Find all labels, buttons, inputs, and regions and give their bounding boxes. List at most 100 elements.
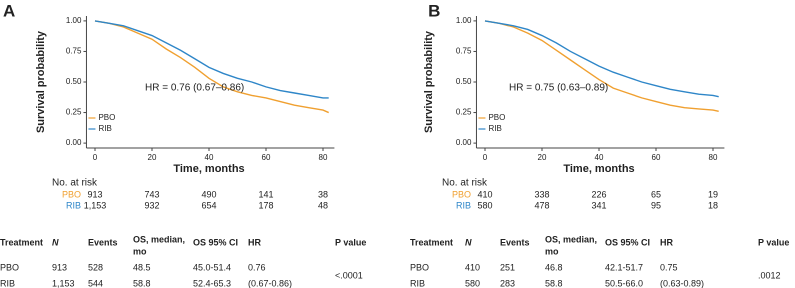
y-tick-label: 1.00 <box>66 16 82 25</box>
at-risk-count: 38 <box>318 189 328 199</box>
survival-curve <box>484 20 719 98</box>
at-risk-count: 19 <box>708 189 718 199</box>
y-tick-label: 1.00 <box>456 16 472 25</box>
y-tick-label: 0.75 <box>66 47 82 56</box>
at-risk-count: 95 <box>651 200 661 210</box>
table-cell: 0.76 <box>248 262 266 272</box>
at-risk-count: 932 <box>144 200 159 210</box>
panel-label: A <box>3 1 15 20</box>
at-risk-count: 338 <box>534 189 549 199</box>
y-tick-label: 0.75 <box>456 47 472 56</box>
at-risk-count: 478 <box>534 200 549 210</box>
legend-label: PBO <box>488 113 505 122</box>
at-risk-count: 490 <box>201 189 216 199</box>
table-cell: 46.8 <box>545 262 563 272</box>
x-tick-label: 60 <box>262 153 271 162</box>
at-risk-count: 743 <box>144 189 159 199</box>
table-cell: 45.0-51.4 <box>193 262 231 272</box>
x-tick-label: 80 <box>709 153 718 162</box>
survival-curve <box>94 20 329 99</box>
at-risk-title: No. at risk <box>52 178 98 189</box>
table-header: P value <box>758 237 789 247</box>
y-axis-title: Survival probability <box>35 30 47 133</box>
y-tick-label: 0.00 <box>456 138 472 147</box>
table-cell: 42.1-51.7 <box>605 262 643 272</box>
table-cell: 52.4-65.3 <box>193 278 231 288</box>
table-cell: 410 <box>465 262 480 272</box>
table-header: HR <box>660 237 673 247</box>
at-risk-count: 65 <box>651 189 661 199</box>
table-header: mo <box>133 246 147 256</box>
table-cell: 58.8 <box>545 278 563 288</box>
at-risk-count: 1,153 <box>84 200 107 210</box>
table-header: N <box>465 237 472 247</box>
x-tick-label: 0 <box>483 153 488 162</box>
at-risk-group: RIB <box>456 200 471 210</box>
survival-curve <box>94 20 329 114</box>
x-tick-label: 60 <box>652 153 661 162</box>
table-header: N <box>52 237 59 247</box>
table-cell: 580 <box>465 278 480 288</box>
table-cell: 48.5 <box>133 262 151 272</box>
at-risk-group: RIB <box>66 200 81 210</box>
at-risk-count: 226 <box>591 189 606 199</box>
hr-annotation: HR = 0.75 (0.63–0.89) <box>509 83 608 94</box>
table-header: OS, median, <box>545 234 597 244</box>
table-header: OS 95% CI <box>193 237 238 247</box>
table-cell: RIB <box>0 278 15 288</box>
table-cell: RIB <box>410 278 425 288</box>
at-risk-count: 580 <box>477 200 492 210</box>
table-cell: (0.67-0.86) <box>248 278 292 288</box>
table-cell: 1,153 <box>52 278 75 288</box>
x-tick-label: 20 <box>538 153 547 162</box>
table-header: Events <box>88 237 118 247</box>
table-cell: 251 <box>500 262 515 272</box>
legend-label: RIB <box>98 124 111 133</box>
x-tick-label: 40 <box>205 153 214 162</box>
table-header: Treatment <box>410 237 453 247</box>
table-cell: 283 <box>500 278 515 288</box>
at-risk-count: 48 <box>318 200 328 210</box>
legend-label: PBO <box>98 113 115 122</box>
legend-label: RIB <box>488 124 501 133</box>
at-risk-count: 654 <box>201 200 216 210</box>
y-tick-label: 0.00 <box>66 138 82 147</box>
y-tick-label: 0.25 <box>66 108 82 117</box>
table-header: mo <box>545 246 559 256</box>
x-axis-title: Time, months <box>563 163 634 175</box>
x-tick-label: 0 <box>93 153 98 162</box>
table-cell: 0.75 <box>660 262 678 272</box>
at-risk-group: PBO <box>62 189 81 199</box>
table-cell: .0012 <box>758 270 781 280</box>
y-tick-label: 0.50 <box>456 77 472 86</box>
at-risk-count: 913 <box>87 189 102 199</box>
x-tick-label: 20 <box>148 153 157 162</box>
table-cell: 58.8 <box>133 278 151 288</box>
table-cell: 528 <box>88 262 103 272</box>
hr-annotation: HR = 0.76 (0.67–0.86) <box>145 83 244 94</box>
at-risk-title: No. at risk <box>442 178 488 189</box>
at-risk-count: 18 <box>708 200 718 210</box>
table-cell: 50.5-66.0 <box>605 278 643 288</box>
table-header: Events <box>500 237 530 247</box>
survival-curve <box>484 20 719 113</box>
x-axis-title: Time, months <box>173 163 244 175</box>
y-axis-title: Survival probability <box>423 30 435 133</box>
table-cell: 913 <box>52 262 67 272</box>
table-header: OS 95% CI <box>605 237 650 247</box>
at-risk-count: 141 <box>258 189 273 199</box>
y-tick-label: 0.50 <box>66 77 82 86</box>
at-risk-group: PBO <box>452 189 471 199</box>
y-tick-label: 0.25 <box>456 108 472 117</box>
at-risk-count: 341 <box>591 200 606 210</box>
x-tick-label: 40 <box>595 153 604 162</box>
table-header: HR <box>248 237 261 247</box>
at-risk-count: 178 <box>258 200 273 210</box>
table-header: P value <box>335 237 366 247</box>
table-cell: PBO <box>410 262 429 272</box>
at-risk-count: 410 <box>477 189 492 199</box>
table-cell: <.0001 <box>335 270 363 280</box>
table-cell: (0.63-0.89) <box>660 278 704 288</box>
table-cell: 544 <box>88 278 103 288</box>
